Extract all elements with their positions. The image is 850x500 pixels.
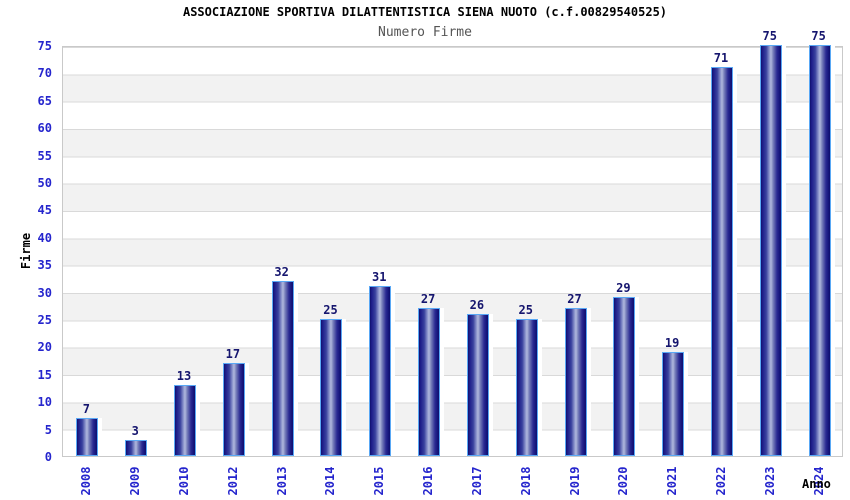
x-tick-label: 2010 <box>177 466 192 496</box>
y-tick-label: 60 <box>37 121 52 136</box>
bar <box>564 308 587 456</box>
bar-value-label: 27 <box>567 292 582 307</box>
x-tick-label: 2023 <box>762 466 777 496</box>
x-tick-label: 2012 <box>225 466 240 496</box>
x-tick-label: 2009 <box>128 466 143 496</box>
bar <box>222 362 245 456</box>
bar-value-label: 75 <box>762 29 778 43</box>
x-axis-tick-labels: 2008 2009 2010 2012 2013 2014 2015 2016 2017 2018… <box>62 462 843 500</box>
x-tick-label: 2013 <box>274 466 289 496</box>
bar-value-label: 71 <box>713 50 729 65</box>
y-tick-label: 25 <box>37 313 52 327</box>
bar-value-label: 17 <box>225 346 241 361</box>
bar-value-label: 25 <box>518 303 533 317</box>
x-tick-label: 2020 <box>616 466 631 496</box>
y-tick-label: 10 <box>37 395 52 410</box>
x-tick-label: 2014 <box>323 466 338 496</box>
y-tick-label: 5 <box>44 422 52 437</box>
chart-subtitle: Numero Firme <box>378 25 472 40</box>
y-tick-label: 45 <box>37 203 52 218</box>
bar <box>466 313 489 456</box>
bar <box>613 297 636 456</box>
y-tick-label: 70 <box>37 66 52 81</box>
bar <box>759 45 782 456</box>
bar <box>76 417 99 456</box>
x-tick-label: 2018 <box>518 466 533 496</box>
y-axis-tick-labels: 0 5 10 15 20 25 30 35 40 45 50 55 60 65 70 75 <box>0 39 52 464</box>
y-tick-label: 30 <box>37 285 52 300</box>
plot-area <box>62 45 843 457</box>
y-tick-label: 20 <box>37 340 52 355</box>
bar <box>808 45 831 456</box>
x-tick-label: 2016 <box>421 466 436 496</box>
bar-value-label: 27 <box>420 292 436 307</box>
x-tick-label: 2021 <box>665 466 680 496</box>
x-tick-label: 2022 <box>713 466 728 496</box>
y-tick-label: 15 <box>37 367 52 382</box>
bar-value-label: 29 <box>616 281 631 296</box>
x-tick-label: 2017 <box>469 466 484 496</box>
bar <box>369 286 392 456</box>
y-tick-label: 50 <box>37 176 52 190</box>
bar-value-label: 3 <box>131 423 139 438</box>
bar-value-label: 75 <box>811 29 826 43</box>
bar-value-label: 26 <box>469 297 485 312</box>
y-tick-label: 65 <box>37 93 52 108</box>
x-tick-label: 2015 <box>372 466 387 496</box>
bar <box>125 439 148 456</box>
y-tick-label: 55 <box>37 148 52 163</box>
x-tick-label: 2019 <box>567 466 582 496</box>
bar <box>320 319 343 456</box>
y-tick-label: 0 <box>44 450 52 464</box>
bar-value-label: 31 <box>372 270 387 285</box>
x-tick-label: 2008 <box>79 466 94 496</box>
y-tick-label: 40 <box>37 230 52 245</box>
bar <box>418 308 441 456</box>
bar <box>662 351 685 456</box>
bar-value-label: 13 <box>176 368 192 383</box>
y-tick-label: 75 <box>37 39 52 53</box>
bar <box>271 280 294 456</box>
chart-title: ASSOCIAZIONE SPORTIVA DILATTENTISTICA SI… <box>182 5 668 19</box>
bar-value-label: 7 <box>82 401 91 416</box>
bar <box>174 384 197 456</box>
bar-value-label: 19 <box>664 335 680 350</box>
bar <box>515 319 538 456</box>
x-axis-title: Anno <box>802 477 831 491</box>
y-tick-label: 35 <box>37 258 52 273</box>
bar-value-label: 32 <box>274 264 289 279</box>
bar <box>710 66 733 456</box>
bar-value-label: 25 <box>323 303 338 317</box>
